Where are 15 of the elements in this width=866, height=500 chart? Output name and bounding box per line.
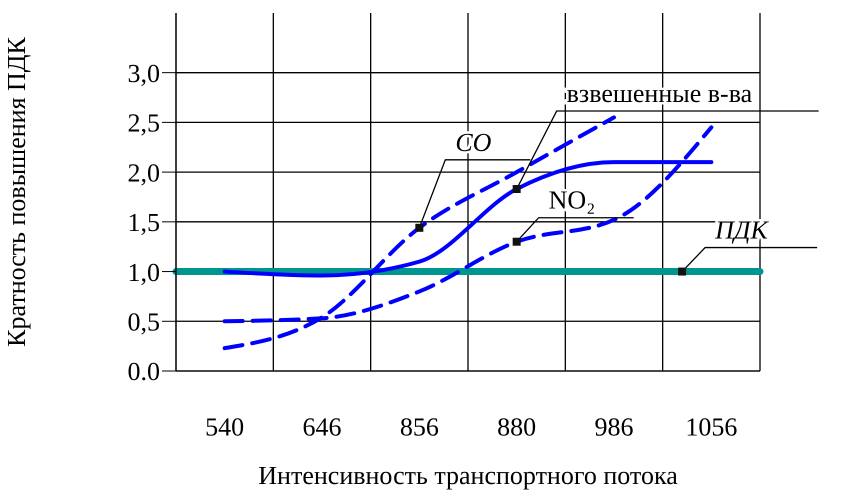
x-tick-label: 880 xyxy=(497,412,536,442)
y-tick-label: 1,5 xyxy=(128,208,160,238)
y-tick-label: 0,5 xyxy=(128,308,160,337)
x-tick-label: 856 xyxy=(400,412,439,442)
x-tick-label: 1056 xyxy=(685,412,738,442)
x-tick-label: 646 xyxy=(302,412,342,442)
y-tick-label: 3,0 xyxy=(128,58,160,88)
x-axis-title: Интенсивность транспортного потока xyxy=(258,461,678,490)
y-axis-title: Кратность повышения ПДК xyxy=(2,36,32,347)
x-tick-label: 540 xyxy=(205,412,244,442)
y-tick-label: 2,5 xyxy=(128,108,160,138)
x-tick-label: 986 xyxy=(594,412,634,442)
y-tick-label: 1,0 xyxy=(128,258,160,287)
y-tick-label: 2,0 xyxy=(128,158,160,188)
y-tick-label: 0.0 xyxy=(128,357,160,386)
